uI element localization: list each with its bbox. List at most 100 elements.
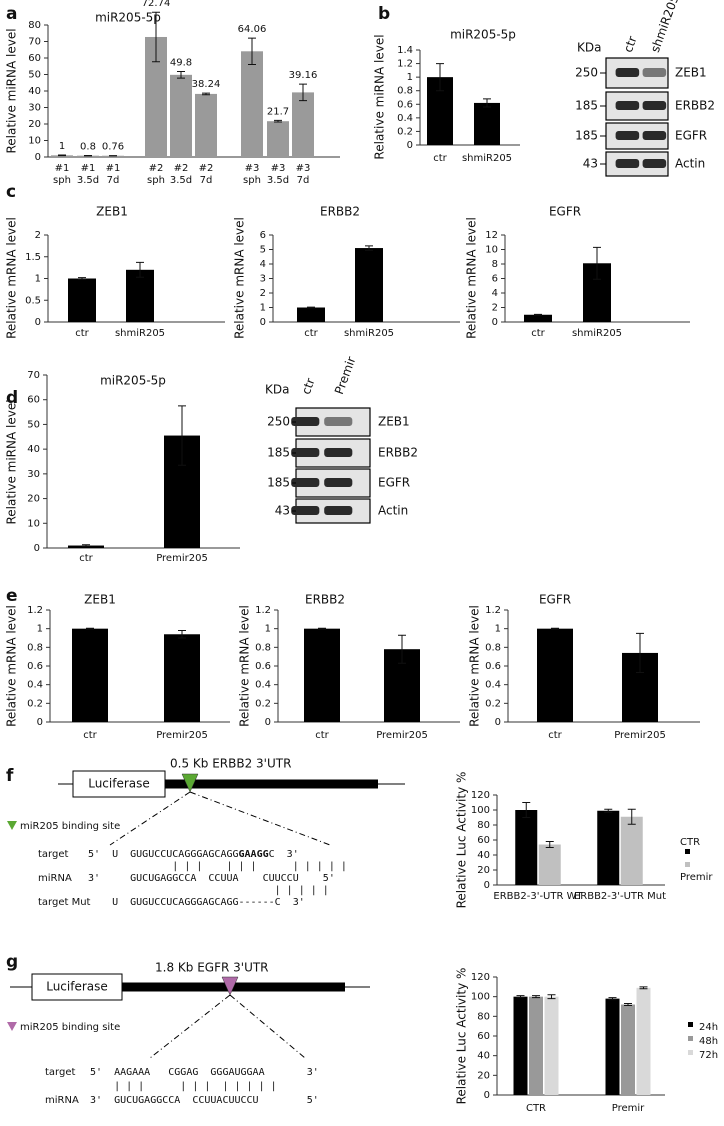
y-tick-label: 0: [495, 717, 501, 728]
y-tick-label: 0.8: [255, 642, 271, 653]
y-tick-label: 6: [492, 274, 498, 285]
y-tick-label: 20: [27, 494, 40, 505]
y-tick-label: 0.4: [27, 680, 43, 691]
y-tick-label: 2: [35, 230, 41, 241]
protein-label: ZEB1: [675, 66, 707, 80]
bar: [267, 121, 289, 157]
sequence-part: GAAGG: [239, 849, 269, 860]
data-label: 64.06: [238, 24, 267, 35]
site-label: miR205 binding site: [20, 1022, 120, 1033]
bar: [297, 307, 325, 322]
y-tick-label: 40: [477, 1051, 490, 1062]
y-tick-label: 20: [28, 119, 41, 130]
legend-label: 48h: [699, 1036, 718, 1047]
y-tick-label: 80: [477, 1011, 490, 1022]
y-tick-label: 3: [260, 274, 266, 285]
y-tick-label: 0.4: [255, 680, 271, 691]
band: [642, 159, 667, 168]
band: [324, 448, 353, 457]
seq-label: miRNA: [38, 873, 72, 884]
y-tick-label: 0.6: [255, 661, 271, 672]
error-bar: [604, 808, 613, 813]
y-tick-label: 0.2: [485, 698, 501, 709]
panel-label: c: [6, 182, 16, 202]
bar: [355, 248, 383, 322]
legend-triangle: [7, 1022, 17, 1031]
x-tick-label: sph: [147, 175, 165, 186]
x-tick-label: #1: [106, 163, 121, 174]
x-tick-label: ctr: [315, 730, 329, 741]
data-label: 1: [59, 141, 65, 152]
y-tick-label: 1.2: [27, 605, 43, 616]
site-label: miR205 binding site: [20, 821, 120, 832]
kda-marker: 43: [583, 157, 598, 171]
bar: [515, 810, 538, 885]
y-tick-label: 0.2: [397, 126, 413, 137]
y-tick-label: 1: [495, 624, 501, 635]
protein-label: ERBB2: [378, 446, 418, 460]
y-tick-label: 0: [484, 1090, 490, 1101]
y-tick-label: 50: [27, 419, 40, 430]
x-tick-label: 7d: [200, 175, 213, 186]
y-tick-label: 40: [477, 850, 490, 861]
error-bar: [545, 841, 554, 848]
y-tick-label: 0: [37, 717, 43, 728]
error-bar: [178, 630, 186, 639]
chart-title: ZEB1: [84, 593, 116, 607]
sequence-part: | | | | | | | | | | |: [90, 1081, 277, 1092]
x-tick-label: Premir205: [156, 730, 208, 741]
y-tick-label: 0.6: [485, 661, 501, 672]
sequence-part: | | | | | | | | | | |: [88, 861, 347, 872]
x-tick-label: Premir205: [156, 553, 208, 564]
x-tick-label: ctr: [548, 730, 562, 741]
error-bar: [624, 1003, 632, 1007]
reporter-label: Luciferase: [88, 777, 150, 791]
panel-label: d: [6, 388, 18, 408]
reporter-box: [72, 770, 166, 798]
band: [324, 478, 353, 487]
x-tick-label: #2: [199, 163, 214, 174]
panel-label: a: [6, 4, 17, 24]
y-tick-label: 0: [34, 543, 40, 554]
x-tick-label: sph: [53, 175, 71, 186]
kda-label: KDa: [265, 383, 289, 397]
x-tick-label: 3.5d: [170, 175, 192, 186]
y-tick-label: 8: [492, 259, 498, 270]
bar: [597, 810, 620, 885]
protein-label: EGFR: [378, 476, 410, 490]
bar: [513, 996, 528, 1095]
sequence: U GUGUCCUCAGGGAGCAGG------C 3': [88, 897, 305, 908]
bar: [164, 634, 200, 722]
error-bar: [78, 277, 86, 280]
protein-label: ERBB2: [675, 99, 715, 113]
y-tick-label: 20: [477, 1070, 490, 1081]
bar: [170, 74, 192, 157]
y-tick-label: 100: [471, 805, 490, 816]
bar: [474, 102, 500, 145]
band: [291, 417, 320, 426]
y-tick-label: 0: [492, 317, 498, 328]
sequence-part: 3' GUCUGAGGCCA CCUUACUUCCU 5': [90, 1095, 319, 1106]
y-tick-label: 6: [260, 230, 266, 241]
y-tick-label: 0.4: [485, 680, 501, 691]
y-tick-label: 0: [260, 317, 266, 328]
bar: [636, 987, 651, 1095]
y-axis-label: Relative mRNA level: [5, 217, 19, 339]
y-tick-label: 1: [265, 624, 271, 635]
band: [615, 101, 640, 110]
x-tick-label: shmiR205: [115, 328, 165, 339]
reporter-box: [31, 973, 123, 1001]
legend-swatch: [685, 862, 690, 867]
y-tick-label: 10: [27, 518, 40, 529]
chart-title: ERBB2: [305, 593, 345, 607]
band: [291, 448, 320, 457]
protein-label: ZEB1: [378, 415, 410, 429]
error-bar: [248, 37, 256, 66]
error-bar: [534, 313, 542, 316]
y-tick-label: 0.8: [27, 642, 43, 653]
y-tick-label: 10: [28, 136, 41, 147]
y-axis-label: Relative mRNA level: [233, 217, 247, 339]
y-tick-label: 30: [28, 103, 41, 114]
x-tick-label: ctr: [433, 153, 447, 164]
